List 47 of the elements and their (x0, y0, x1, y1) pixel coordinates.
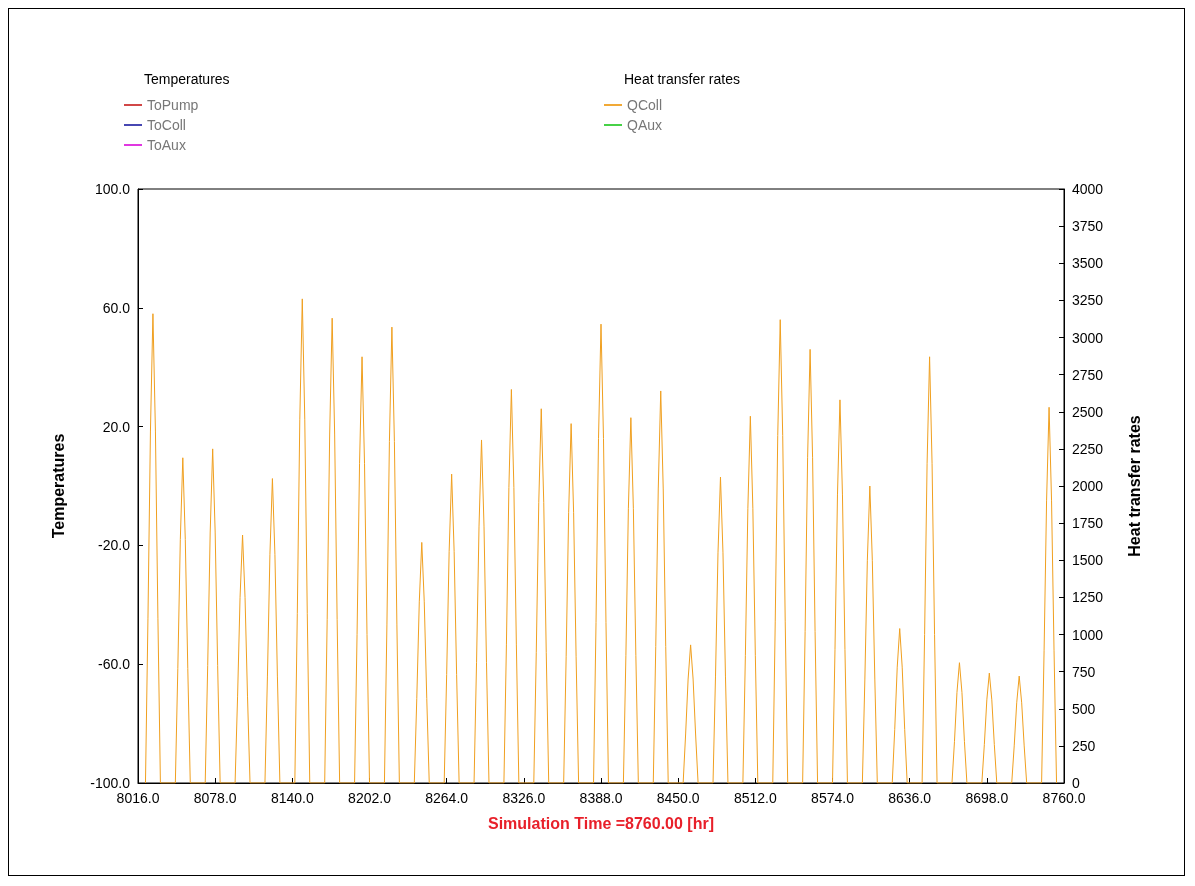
x-tick-label: 8078.0 (193, 790, 237, 806)
x-tick-label: 8574.0 (811, 790, 855, 806)
x-axis-title: Simulation Time =8760.00 [hr] (487, 814, 715, 832)
y2-tick-label: 2250 (1072, 440, 1104, 457)
y-axis-title: Temperatures (49, 433, 67, 539)
y-tick-label: -100.0 (90, 775, 131, 791)
legend-label: ToPump (147, 97, 199, 113)
x-tick-label: 8202.0 (348, 790, 392, 806)
x-tick-label: 8636.0 (888, 790, 932, 806)
y2-tick-label: 1750 (1072, 515, 1104, 532)
y2-tick-label: 2000 (1072, 478, 1104, 494)
legend-label: QAux (627, 117, 663, 133)
y-tick-label: 60.0 (102, 299, 131, 316)
x-tick-label: 8140.0 (270, 790, 314, 806)
y2-tick-label: 2750 (1072, 366, 1104, 383)
y2-tick-label: 250 (1072, 737, 1096, 754)
legend-label: ToColl (147, 117, 186, 133)
y-tick-label: -20.0 (98, 537, 131, 554)
y2-tick-label: 0 (1072, 775, 1080, 791)
x-tick-label: 8698.0 (965, 790, 1009, 806)
line-series (144, 298, 1058, 784)
y2-tick-label: 2500 (1072, 403, 1104, 420)
y-tick-label: -60.0 (98, 656, 131, 673)
x-tick-label: 8016.0 (116, 790, 160, 806)
y2-tick-label: 500 (1072, 700, 1096, 717)
y2-tick-label: 1500 (1072, 552, 1104, 569)
x-tick-label: 8388.0 (579, 790, 623, 806)
text: Temperatures (144, 71, 230, 87)
y-tick-label: 20.0 (102, 418, 131, 435)
y2-tick-label: 1000 (1072, 626, 1104, 643)
x-tick-label: 8264.0 (425, 790, 469, 806)
y2-tick-label: 3000 (1072, 329, 1104, 346)
y2-tick-label: 750 (1072, 663, 1096, 680)
x-tick-label: 8450.0 (656, 790, 700, 806)
x-tick-label: 8760.0 (1042, 790, 1086, 806)
legend-label: ToAux (147, 137, 186, 153)
x-tick-label: 8326.0 (502, 790, 546, 806)
y2-tick-label: 3250 (1072, 292, 1104, 309)
y2-tick-label: 3500 (1072, 255, 1104, 272)
text: Heat transfer rates (624, 71, 740, 87)
y2-axis-title: Heat transfer rates (1125, 415, 1143, 557)
y2-tick-label: 4000 (1072, 181, 1104, 197)
x-tick-label: 8512.0 (733, 790, 777, 806)
y-tick-label: 100.0 (94, 181, 131, 197)
y2-tick-label: 3750 (1072, 218, 1104, 235)
legend-label: QColl (627, 97, 663, 113)
y2-tick-label: 1250 (1072, 589, 1104, 606)
